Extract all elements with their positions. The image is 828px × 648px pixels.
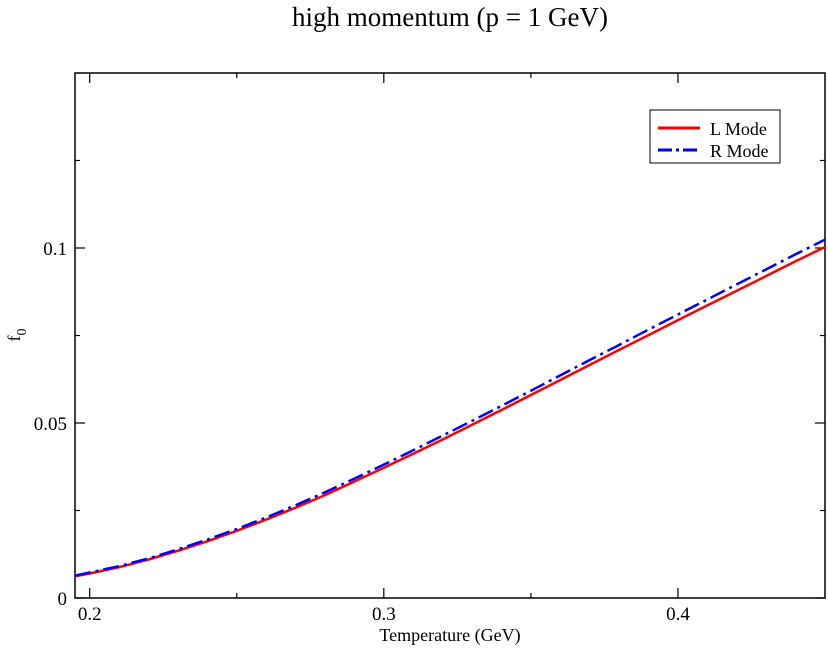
- legend-label-l-mode: L Mode: [710, 119, 767, 139]
- legend-box: [649, 109, 781, 164]
- series-lines: [74, 238, 826, 578]
- y-tick-label: 0: [58, 589, 68, 610]
- y-tick-label: 0.1: [43, 239, 67, 260]
- series-line-l-mode: [74, 245, 826, 578]
- y-axis-label: f0: [4, 329, 30, 342]
- y-axis-label-main: f: [4, 336, 24, 342]
- x-tick-label: 0.2: [78, 604, 102, 625]
- axis-ticks: 0.2 0.3 0.4 0 0.05 0.1: [34, 73, 825, 625]
- chart-title: high momentum (p = 1 GeV): [292, 2, 608, 32]
- y-axis-label-subscript: 0: [15, 329, 30, 336]
- x-tick-label: 0.3: [372, 604, 396, 625]
- x-tick-label: 0.4: [666, 604, 690, 625]
- legend-label-r-mode: R Mode: [710, 141, 769, 161]
- legend: L Mode R Mode: [649, 109, 781, 164]
- x-axis-label: Temperature (GeV): [379, 625, 520, 646]
- y-tick-label: 0.05: [34, 414, 67, 435]
- series-line-r-mode: [74, 238, 826, 577]
